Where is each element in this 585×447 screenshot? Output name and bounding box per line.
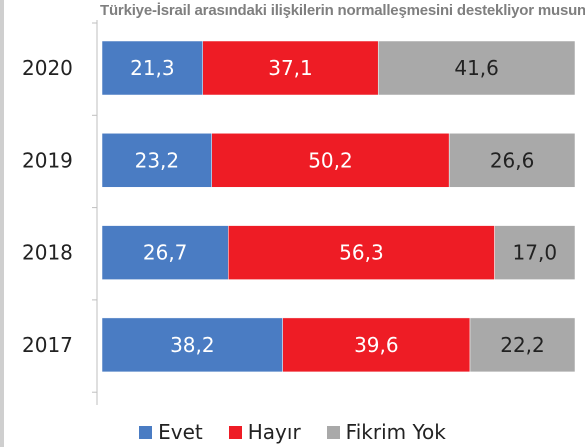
category-label-2019: 2019 — [22, 148, 73, 172]
bar-hayir-2018 — [228, 225, 495, 280]
data-label-fikrim-yok-2019: 26,6 — [490, 148, 535, 172]
category-label-2020: 2020 — [22, 56, 73, 80]
bar-evet-2018 — [101, 225, 229, 280]
left-border — [0, 0, 4, 447]
chart-title: Türkiye-İsrail arasındaki ilişkilerin no… — [100, 2, 585, 19]
data-label-hayir-2020: 37,1 — [268, 56, 313, 80]
chart-plot: 2020 21,3 37,1 41,6 2019 23,2 50,2 26,6 2018 26,7… — [22, 20, 576, 405]
bar-hayir-2020 — [202, 40, 379, 96]
legend-swatch-fikrim-yok — [326, 425, 340, 439]
bar-fikrim-yok-2017 — [469, 317, 576, 373]
category-label-2018: 2018 — [22, 241, 73, 265]
legend-swatch-evet — [139, 425, 153, 439]
legend: Evet Hayır Fikrim Yok — [0, 418, 585, 446]
legend-item-fikrim-yok: Fikrim Yok — [326, 420, 446, 444]
data-label-hayir-2019: 50,2 — [308, 148, 353, 172]
bar-evet-2020 — [101, 40, 203, 96]
legend-swatch-hayir — [228, 425, 242, 439]
data-label-evet-2020: 21,3 — [130, 56, 175, 80]
data-label-fikrim-yok-2017: 22,2 — [500, 333, 545, 357]
data-label-evet-2018: 26,7 — [143, 241, 188, 265]
data-label-evet-2017: 38,2 — [170, 333, 215, 357]
bar-fikrim-yok-2018 — [494, 225, 576, 280]
legend-item-hayir: Hayır — [228, 420, 301, 444]
legend-label-evet: Evet — [158, 420, 203, 444]
category-label-2017: 2017 — [22, 333, 73, 357]
legend-label-fikrim-yok: Fikrim Yok — [345, 420, 446, 444]
bar-hayir-2017 — [282, 317, 471, 373]
data-label-fikrim-yok-2020: 41,6 — [454, 56, 499, 80]
legend-label-hayir: Hayır — [247, 420, 301, 444]
data-label-hayir-2018: 56,3 — [339, 241, 384, 265]
data-label-evet-2019: 23,2 — [135, 148, 180, 172]
data-label-hayir-2017: 39,6 — [354, 333, 399, 357]
bar-fikrim-yok-2019 — [448, 133, 576, 188]
bar-fikrim-yok-2020 — [377, 40, 576, 96]
legend-item-evet: Evet — [139, 420, 203, 444]
data-label-fikrim-yok-2018: 17,0 — [513, 241, 558, 265]
